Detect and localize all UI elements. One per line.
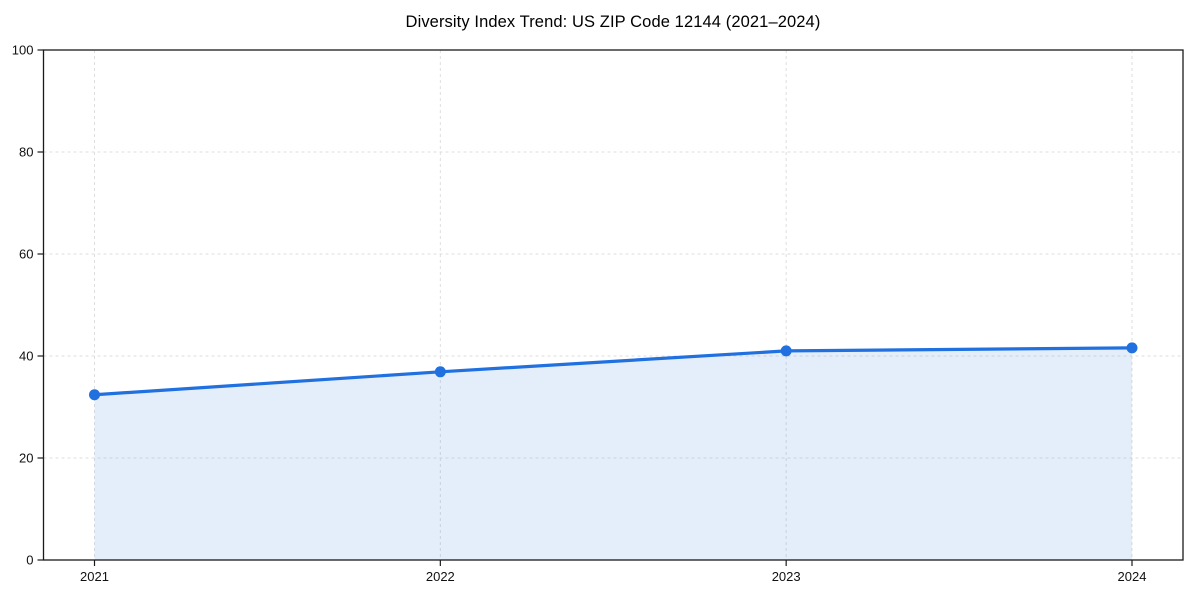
y-tick-label: 0 [26, 553, 33, 568]
data-point-marker [434, 366, 446, 378]
chart-title: Diversity Index Trend: US ZIP Code 12144… [405, 13, 821, 31]
x-tick-label: 2021 [80, 569, 109, 584]
x-tick-label: 2022 [426, 569, 455, 584]
x-tick-label: 2023 [772, 569, 801, 584]
area-fill [94, 347, 1132, 560]
trend-line [92, 346, 1134, 397]
y-tick-label: 40 [19, 349, 33, 364]
y-tick-label: 20 [19, 451, 33, 466]
y-tick-label: 80 [19, 145, 33, 160]
x-tick-label: 2024 [1118, 569, 1147, 584]
data-point-marker [89, 389, 100, 401]
y-tick-label: 60 [19, 247, 33, 262]
plot-border [42, 49, 1184, 561]
data-point-marker [1126, 342, 1138, 354]
y-tick-label: 100 [12, 43, 34, 58]
data-point-marker [780, 345, 792, 357]
